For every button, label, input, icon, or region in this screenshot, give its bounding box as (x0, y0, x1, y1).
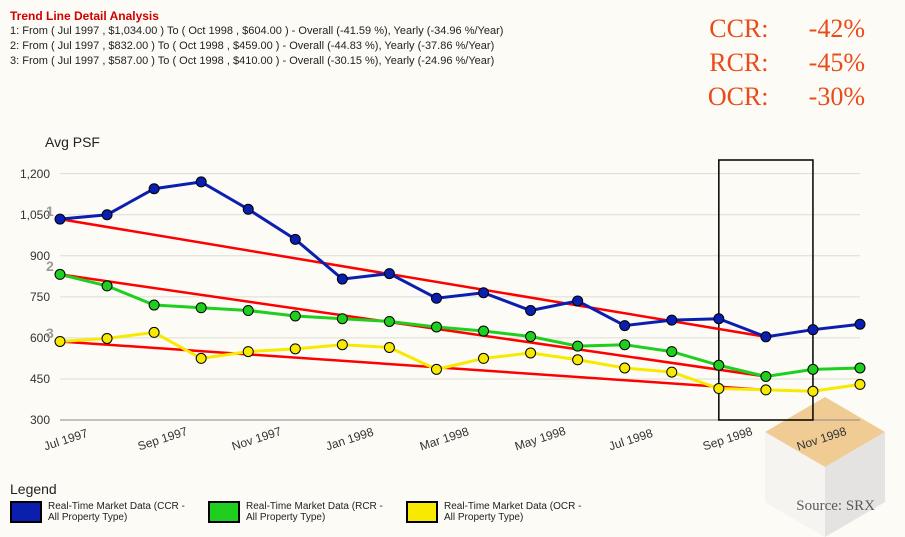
chart-area (60, 160, 860, 420)
legend-item: Real-Time Market Data (CCR - All Propert… (10, 501, 190, 523)
x-tick-label: Jan 1998 (324, 425, 375, 454)
legend: Legend Real-Time Market Data (CCR - All … (10, 481, 586, 523)
trend-line-3: 3: From ( Jul 1997 , $587.00 ) To ( Oct … (10, 54, 503, 69)
summary-label: CCR: (689, 14, 769, 44)
summary-label: OCR: (689, 82, 769, 112)
x-tick-label: Jul 1998 (607, 426, 654, 453)
x-tick-label: May 1998 (513, 424, 567, 454)
summary-row-ccr: CCR: -42% (689, 14, 866, 44)
x-tick-label: Jul 1997 (42, 426, 89, 453)
summary-label: RCR: (689, 48, 769, 78)
x-tick-label: Nov 1997 (230, 424, 283, 453)
trend-line-2: 2: From ( Jul 1997 , $832.00 ) To ( Oct … (10, 39, 503, 54)
x-tick-label: Mar 1998 (418, 424, 471, 453)
trend-analysis-title: Trend Line Detail Analysis (10, 8, 503, 24)
y-tick-label: 1,050 (0, 208, 50, 222)
legend-swatch (406, 501, 438, 523)
y-tick-label: 1,200 (0, 167, 50, 181)
summary-row-ocr: OCR: -30% (689, 82, 866, 112)
trend-analysis-block: Trend Line Detail Analysis 1: From ( Jul… (10, 8, 503, 69)
y-tick-label: 900 (0, 249, 50, 263)
legend-label: Real-Time Market Data (RCR - All Propert… (246, 501, 388, 523)
summary-block: CCR: -42% RCR: -45% OCR: -30% (689, 14, 866, 116)
trend-line-1: 1: From ( Jul 1997 , $1,034.00 ) To ( Oc… (10, 24, 503, 39)
summary-row-rcr: RCR: -45% (689, 48, 866, 78)
trend-number: 2 (46, 258, 54, 274)
legend-title: Legend (10, 481, 586, 497)
trend-number: 3 (46, 325, 54, 341)
source-text: Source: SRX (796, 498, 875, 515)
legend-label: Real-Time Market Data (CCR - All Propert… (48, 501, 190, 523)
trend-number: 1 (46, 203, 54, 219)
summary-value: -45% (775, 48, 865, 78)
x-tick-label: Sep 1997 (136, 424, 189, 453)
y-tick-label: 600 (0, 331, 50, 345)
legend-item: Real-Time Market Data (RCR - All Propert… (208, 501, 388, 523)
summary-value: -30% (775, 82, 865, 112)
legend-label: Real-Time Market Data (OCR - All Propert… (444, 501, 586, 523)
chart-svg (60, 160, 860, 420)
y-tick-label: 450 (0, 372, 50, 386)
y-tick-label: 300 (0, 413, 50, 427)
summary-value: -42% (775, 14, 865, 44)
x-tick-label: Sep 1998 (701, 424, 754, 453)
legend-swatch (208, 501, 240, 523)
y-tick-label: 750 (0, 290, 50, 304)
legend-swatch (10, 501, 42, 523)
legend-item: Real-Time Market Data (OCR - All Propert… (406, 501, 586, 523)
y-axis-title: Avg PSF (45, 134, 100, 150)
x-tick-label: Nov 1998 (795, 424, 848, 453)
